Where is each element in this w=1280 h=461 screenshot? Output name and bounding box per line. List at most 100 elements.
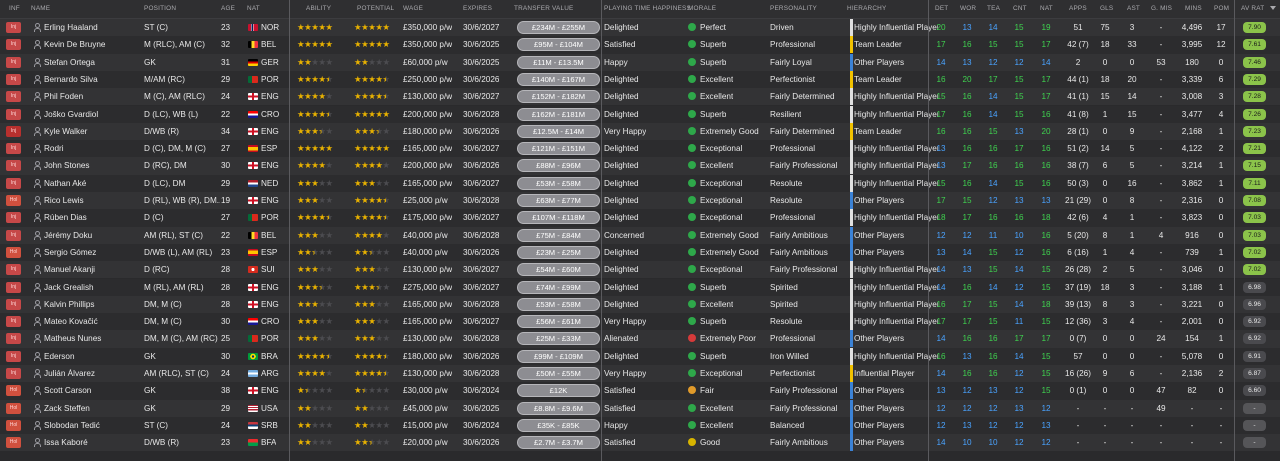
header-transfer-value[interactable]: TRANSFER VALUE — [514, 5, 574, 12]
transfer-value-pill[interactable]: £12K — [517, 384, 600, 398]
header-gmis[interactable]: G. MIS — [1151, 5, 1173, 12]
transfer-value-pill[interactable]: £99M - £109M — [517, 349, 600, 363]
header-det[interactable]: DET — [935, 5, 949, 12]
table-row[interactable]: Hol Slobodan Tedić ST (C) 24 SRB ★★★★★ ★★★★★ £1… — [0, 416, 1280, 435]
table-row[interactable]: Inj Kalvin Phillips DM, M (C) 28 ENG ★★★★★ ★★★… — [0, 295, 1280, 314]
status-badge[interactable]: Inj — [6, 39, 21, 51]
status-badge[interactable]: Inj — [6, 316, 21, 328]
transfer-value-pill[interactable]: £8.8M - £9.6M — [517, 401, 600, 415]
player-name[interactable]: Matheus Nunes — [44, 334, 102, 344]
header-morale[interactable]: MORALE — [688, 5, 717, 12]
table-row[interactable]: Inj Stefan Ortega GK 31 GER ★★★★★ ★★★★★ £60,000… — [0, 53, 1280, 71]
player-name[interactable]: Rico Lewis — [44, 196, 84, 205]
status-badge[interactable]: Inj — [6, 229, 21, 241]
transfer-value-pill[interactable]: £95M - £104M — [517, 38, 600, 52]
status-badge[interactable]: Inj — [6, 281, 21, 293]
table-row[interactable]: Inj Ederson GK 30 BRA ★★★★★ ★★★★★ £180,000 p/w 3… — [0, 347, 1280, 365]
transfer-value-pill[interactable]: £88M - £96M — [517, 159, 600, 173]
header-personality[interactable]: PERSONALITY — [770, 5, 817, 12]
header-pom[interactable]: POM — [1214, 5, 1230, 12]
player-name[interactable]: Kevin De Bruyne — [44, 40, 106, 50]
header-inf[interactable]: INF — [9, 5, 20, 12]
transfer-value-pill[interactable]: £53M - £58M — [517, 176, 600, 190]
table-row[interactable]: Inj Joško Gvardiol D (LC), WB (L) 22 CRO ★★★★… — [0, 105, 1280, 123]
table-row[interactable]: Inj Rúben Dias D (C) 27 POR ★★★★★ ★★★★★ £175,00… — [0, 209, 1280, 227]
player-name[interactable]: Mateo Kovačić — [44, 317, 98, 327]
transfer-value-pill[interactable]: £107M - £118M — [517, 211, 600, 225]
player-name[interactable]: Phil Foden — [44, 92, 84, 102]
transfer-value-pill[interactable]: £12.5M - £14M — [517, 124, 600, 138]
table-row[interactable]: Hol Rico Lewis D (RL), WB (R), DM... 19 ENG ★… — [0, 192, 1280, 210]
player-name[interactable]: Manuel Akanji — [44, 265, 95, 275]
transfer-value-pill[interactable]: £75M - £84M — [517, 228, 600, 242]
table-row[interactable]: Inj Kyle Walker D/WB (R) 34 ENG ★★★★★ ★★★★★ £18… — [0, 122, 1280, 141]
header-avrat[interactable]: AV RAT — [1241, 5, 1265, 12]
table-row[interactable]: Inj Nathan Aké D (LC), DM 29 NED ★★★★★ ★★★★★ £1… — [0, 174, 1280, 192]
transfer-value-pill[interactable]: £234M - £255M — [517, 21, 600, 34]
status-badge[interactable]: Inj — [6, 22, 21, 33]
table-row[interactable]: Inj Jack Grealish M (RL), AM (RL) 28 ENG ★★★★… — [0, 278, 1280, 296]
table-row[interactable]: Inj Phil Foden M (C), AM (RLC) 24 ENG ★★★★★ ★★… — [0, 88, 1280, 106]
player-name[interactable]: Rúben Dias — [44, 213, 87, 223]
status-badge[interactable]: Hol — [6, 437, 21, 449]
transfer-value-pill[interactable]: £162M - £181M — [517, 107, 600, 121]
transfer-value-pill[interactable]: £2.7M - £3.7M — [517, 436, 600, 450]
header-position[interactable]: POSITION — [144, 5, 177, 12]
table-row[interactable]: Inj Rodri D (C), DM, M (C) 27 ESP ★★★★★ ★★★★★ £… — [0, 140, 1280, 158]
table-row[interactable]: Inj Bernardo Silva M/AM (RC) 29 POR ★★★★★ ★★★★… — [0, 70, 1280, 89]
player-name[interactable]: Julián Álvarez — [44, 369, 95, 378]
status-badge[interactable]: Inj — [6, 264, 21, 276]
table-row[interactable]: Hol Sergio Gómez D/WB (L), AM (RL) 23 ESP ★★★… — [0, 243, 1280, 262]
table-row[interactable]: Inj Matheus Nunes DM, M (C), AM (RC) 25 POR ★… — [0, 330, 1280, 348]
status-badge[interactable]: Inj — [6, 73, 21, 85]
status-badge[interactable]: Inj — [6, 177, 21, 189]
player-name[interactable]: Joško Gvardiol — [44, 109, 99, 119]
transfer-value-pill[interactable]: £53M - £58M — [517, 297, 600, 311]
status-badge[interactable]: Inj — [6, 298, 21, 310]
header-potential[interactable]: POTENTIAL — [357, 5, 395, 12]
header-playing-time[interactable]: PLAYING TIME HAPPINESS — [604, 5, 691, 12]
status-badge[interactable]: Inj — [6, 160, 21, 172]
status-badge[interactable]: Inj — [6, 56, 21, 68]
table-row[interactable]: Hol Scott Carson GK 38 ENG ★★★★★ ★★★★★ £30,000 … — [0, 382, 1280, 400]
header-mins[interactable]: MINS — [1185, 5, 1202, 12]
status-badge[interactable]: Hol — [6, 419, 21, 431]
transfer-value-pill[interactable]: £63M - £77M — [517, 194, 600, 207]
table-row[interactable]: Hol Zack Steffen GK 29 USA ★★★★★ ★★★★★ £45,000 … — [0, 399, 1280, 417]
player-name[interactable]: Sergio Gómez — [44, 247, 97, 257]
status-badge[interactable]: Inj — [6, 368, 21, 379]
transfer-value-pill[interactable]: £152M - £182M — [517, 90, 600, 104]
table-row[interactable]: Inj Julián Álvarez AM (RLC), ST (C) 24 ARG ★★… — [0, 365, 1280, 383]
transfer-value-pill[interactable]: £35K - £85K — [517, 418, 600, 432]
header-age[interactable]: AGE — [221, 5, 236, 12]
transfer-value-pill[interactable]: £121M - £151M — [517, 142, 600, 156]
transfer-value-pill[interactable]: £54M - £60M — [517, 263, 600, 277]
player-name[interactable]: John Stones — [44, 161, 90, 171]
player-name[interactable]: Erling Haaland — [44, 23, 98, 32]
status-badge[interactable]: Hol — [6, 195, 21, 206]
status-badge[interactable]: Inj — [6, 91, 21, 103]
transfer-value-pill[interactable]: £56M - £61M — [517, 315, 600, 329]
player-name[interactable]: Nathan Aké — [44, 178, 87, 188]
transfer-value-pill[interactable]: £23M - £25M — [517, 245, 600, 259]
header-expires[interactable]: EXPIRES — [463, 5, 493, 12]
table-row[interactable]: Inj Erling Haaland ST (C) 23 NOR ★★★★★ ★★★★★ £3… — [0, 19, 1280, 37]
transfer-value-pill[interactable]: £11M - £13.5M — [517, 55, 600, 69]
table-row[interactable]: Inj Manuel Akanji D (RC) 28 SUI ★★★★★ ★★★★★ £13… — [0, 261, 1280, 279]
table-row[interactable]: Inj Mateo Kovačić DM, M (C) 30 CRO ★★★★★ ★★★★★… — [0, 313, 1280, 331]
header-apps[interactable]: APPS — [1069, 5, 1087, 12]
table-row[interactable]: Inj John Stones D (RC), DM 30 ENG ★★★★★ ★★★★★ £… — [0, 157, 1280, 175]
header-name[interactable]: NAME — [31, 5, 51, 12]
player-name[interactable]: Kyle Walker — [44, 126, 88, 136]
header-gls[interactable]: GLS — [1100, 5, 1114, 12]
status-badge[interactable]: Inj — [6, 143, 21, 155]
header-tea[interactable]: TEA — [987, 5, 1001, 12]
player-name[interactable]: Kalvin Phillips — [44, 299, 95, 309]
player-name[interactable]: Scott Carson — [44, 386, 92, 396]
status-badge[interactable]: Hol — [6, 385, 21, 397]
header-ast[interactable]: AST — [1127, 5, 1141, 12]
player-name[interactable]: Jérémy Doku — [44, 230, 93, 240]
player-name[interactable]: Jack Grealish — [44, 282, 94, 292]
header-ability[interactable]: ABILITY — [306, 5, 332, 12]
header-nat2[interactable]: NAT — [1040, 5, 1053, 12]
